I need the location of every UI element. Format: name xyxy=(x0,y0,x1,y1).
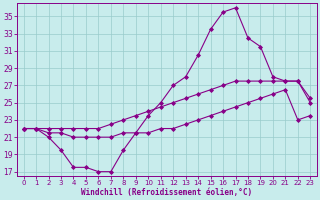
X-axis label: Windchill (Refroidissement éolien,°C): Windchill (Refroidissement éolien,°C) xyxy=(81,188,252,197)
